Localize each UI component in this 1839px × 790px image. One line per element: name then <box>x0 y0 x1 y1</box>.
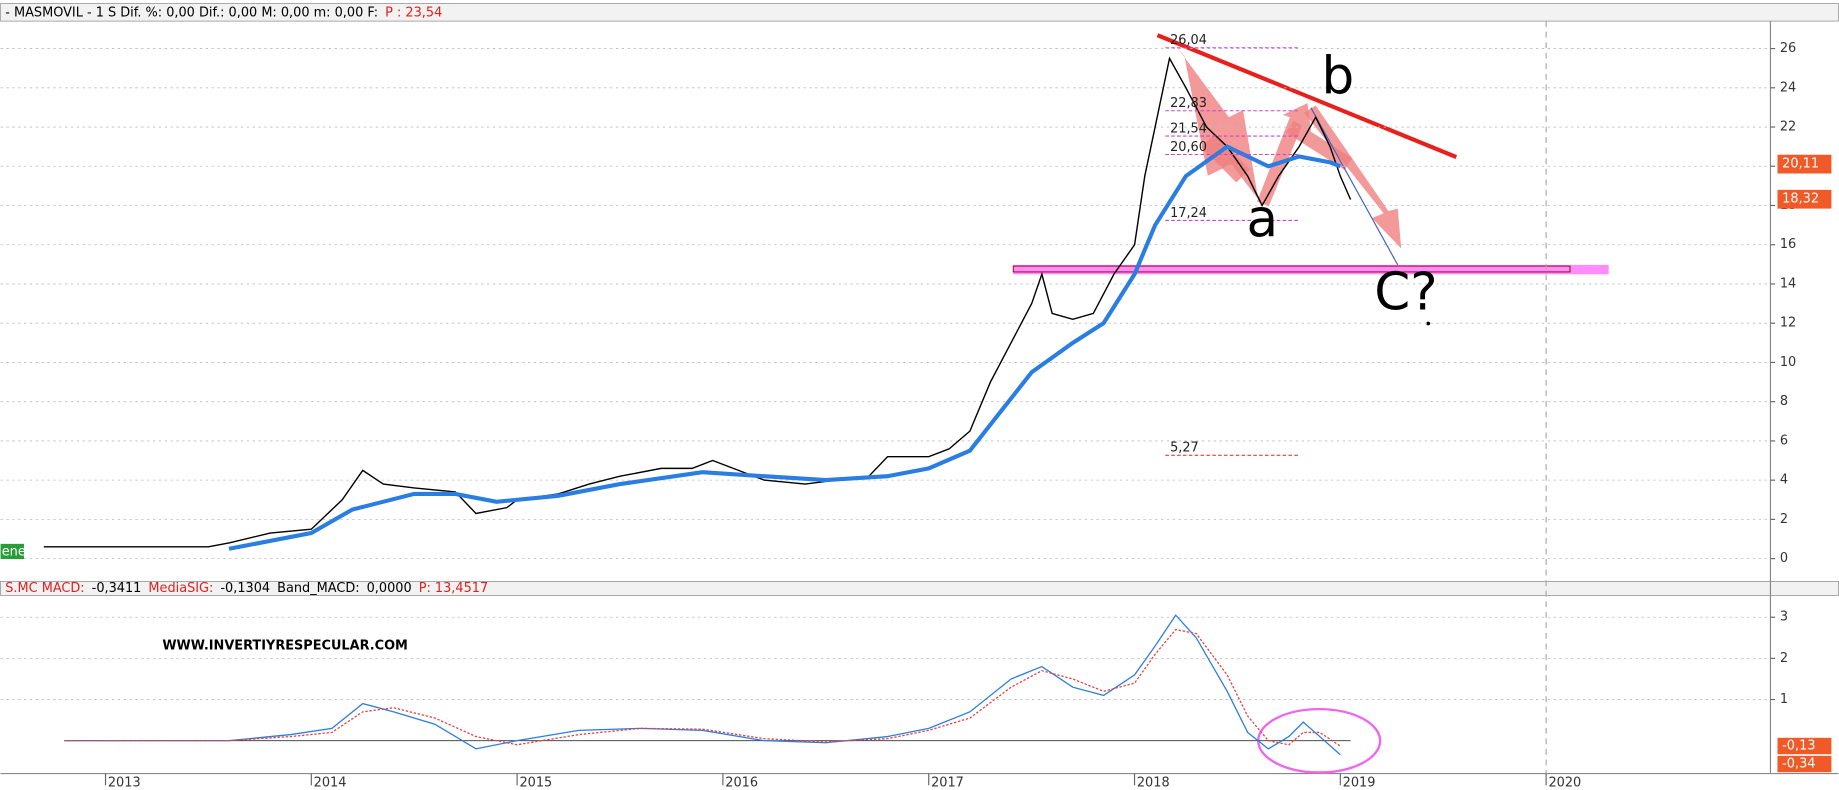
y-tick-label: 14 <box>1780 276 1796 291</box>
y-tick-label: 3 <box>1780 610 1788 625</box>
x-tick-label: 2020 <box>1548 775 1581 790</box>
drawn-arrow <box>1303 105 1402 249</box>
price-tag-label: 18,32 <box>1782 192 1819 207</box>
macd-line <box>64 614 1341 756</box>
price-tag <box>1777 154 1832 174</box>
header-text: P: 13,4517 <box>419 581 488 596</box>
level-label: 20,60 <box>1170 140 1207 155</box>
level-label: 26,04 <box>1170 33 1207 48</box>
price-tag <box>1777 755 1832 773</box>
y-tick-label: 6 <box>1780 433 1788 448</box>
level-label: 22,83 <box>1170 96 1207 111</box>
level-label: 5,27 <box>1170 441 1199 456</box>
level-label: 17,24 <box>1170 206 1207 221</box>
header-bar <box>0 3 1839 22</box>
y-tick-label: 16 <box>1780 237 1796 252</box>
header-text: -0,3411 <box>92 581 142 596</box>
header-text: S.MC MACD: <box>5 581 84 596</box>
x-tick-label: 2015 <box>519 775 552 790</box>
y-tick-label: 0 <box>1780 551 1788 566</box>
header-text: -0,1304 <box>220 581 270 596</box>
level-label: 21,54 <box>1170 122 1207 137</box>
side-label-box <box>0 543 25 560</box>
y-tick-label: 2 <box>1780 512 1788 527</box>
x-tick-label: 2017 <box>931 775 964 790</box>
price-tag-label: -0,13 <box>1782 739 1815 754</box>
y-tick-label: 2 <box>1780 651 1788 666</box>
y-tick-label: 1 <box>1780 692 1788 707</box>
price-line <box>43 56 1352 548</box>
y-tick-label: 8 <box>1780 394 1788 409</box>
moving-average <box>228 144 1342 551</box>
handwritten-label: a <box>1247 190 1279 250</box>
drawn-dot <box>1426 321 1431 326</box>
macd-header-bar <box>0 581 1839 596</box>
x-tick-label: 2013 <box>108 775 141 790</box>
header-text: P : 23,54 <box>385 5 442 20</box>
watermark: WWW.INVERTIYRESPECULAR.COM <box>162 638 408 653</box>
handwritten-label: C? <box>1374 262 1437 322</box>
signal-line <box>64 628 1341 747</box>
x-tick-label: 2014 <box>314 775 347 790</box>
side-label: enes <box>2 545 33 560</box>
y-tick-label: 12 <box>1780 316 1796 331</box>
y-tick-label: 24 <box>1780 80 1796 95</box>
price-tag-label: 20,11 <box>1782 157 1819 172</box>
x-tick-label: 2018 <box>1137 775 1170 790</box>
price-tag <box>1777 737 1832 755</box>
support-zone-outline <box>1012 265 1571 273</box>
drawn-arrow <box>1201 134 1250 183</box>
support-zone <box>1013 264 1609 275</box>
price-tag <box>1777 189 1832 209</box>
x-tick-label: 2019 <box>1343 775 1376 790</box>
price-tag-label: -0,34 <box>1782 757 1815 772</box>
projection-line <box>1310 107 1399 266</box>
y-tick-label: 26 <box>1780 41 1796 56</box>
header-text: Band_MACD: <box>277 581 359 596</box>
y-tick-label: 4 <box>1780 473 1788 488</box>
x-tick-label: 2016 <box>725 775 758 790</box>
y-tick-label: 22 <box>1780 120 1796 135</box>
header-text: 0,0000 <box>367 581 412 596</box>
y-tick-label: 10 <box>1780 355 1796 370</box>
header-text: - MASMOVIL - 1 S Dif. %: 0,00 Dif.: 0,00… <box>5 5 378 20</box>
header-text: MediaSIG: <box>148 581 213 596</box>
trend-line <box>1156 33 1458 159</box>
handwritten-label: b <box>1322 47 1355 107</box>
